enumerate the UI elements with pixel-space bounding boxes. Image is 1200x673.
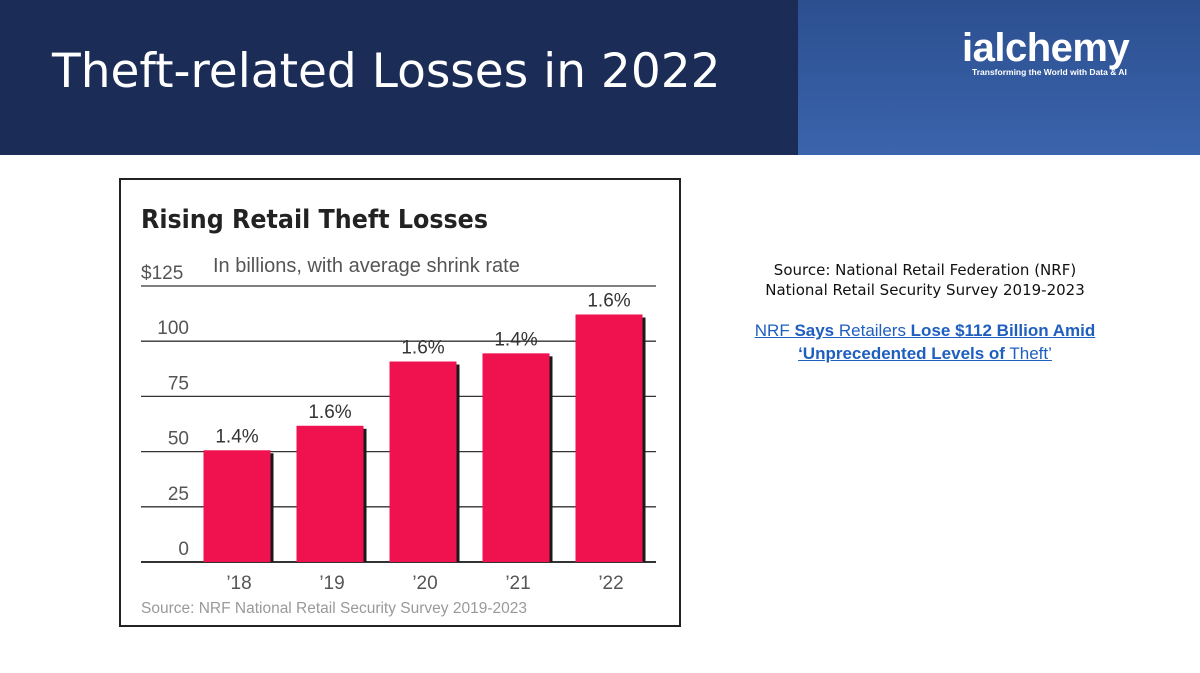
chart-subtitle: In billions, with average shrink rate [213,255,520,277]
source-line-2: National Retail Security Survey 2019-202… [765,281,1085,299]
link-part: Lose $112 Billion Amid [910,321,1096,340]
bar-chart: Rising Retail Theft Losses In billions, w… [141,205,656,617]
header-accent-panel [798,0,1200,155]
x-tick-label: ’21 [505,573,530,594]
bar [389,361,457,562]
logo-tagline: Transforming the World with Data & AI [972,67,1127,77]
y-tick-label: $125 [141,263,183,284]
source-line-1: Source: National Retail Federation (NRF) [773,261,1077,279]
bar [482,353,550,562]
slide-title: Theft-related Losses in 2022 [52,44,721,99]
chart-frame: Rising Retail Theft Losses In billions, w… [119,178,681,627]
chart-source: Source: NRF National Retail Security Sur… [141,600,527,617]
link-part: ‘Unprecedented Levels of [798,344,1005,363]
bar-value-label: 1.6% [308,402,351,423]
bar-value-label: 1.6% [587,290,630,311]
bar [203,450,271,562]
x-tick-label: ’19 [319,573,344,594]
y-tick-label: 75 [168,373,189,394]
bar-value-label: 1.4% [215,426,258,447]
link-part: NRF [754,321,795,340]
article-link[interactable]: NRF Says Retailers Lose $112 Billion Ami… [690,319,1160,365]
y-tick-label: 50 [168,429,189,450]
y-tick-label: 0 [178,539,189,560]
chart-title: Rising Retail Theft Losses [141,205,488,235]
x-tick-label: ’22 [598,573,623,594]
bar [296,425,364,562]
source-note: Source: National Retail Federation (NRF)… [690,260,1160,365]
y-tick-label: 100 [157,318,189,339]
x-tick-label: ’18 [226,573,251,594]
link-part: Retailers [834,321,911,340]
bar-value-label: 1.6% [401,338,444,359]
y-tick-label: 25 [168,484,189,505]
bar [575,314,643,562]
link-part: Theft’ [1004,344,1052,363]
link-part: Says [794,321,835,340]
bar-value-label: 1.4% [494,329,537,350]
slide-header: Theft-related Losses in 2022 ialchemy Tr… [0,0,1200,155]
logo-wordmark: ialchemy [962,26,1130,70]
company-logo: ialchemy Transforming the World with Dat… [962,28,1172,77]
x-tick-label: ’20 [412,573,437,594]
